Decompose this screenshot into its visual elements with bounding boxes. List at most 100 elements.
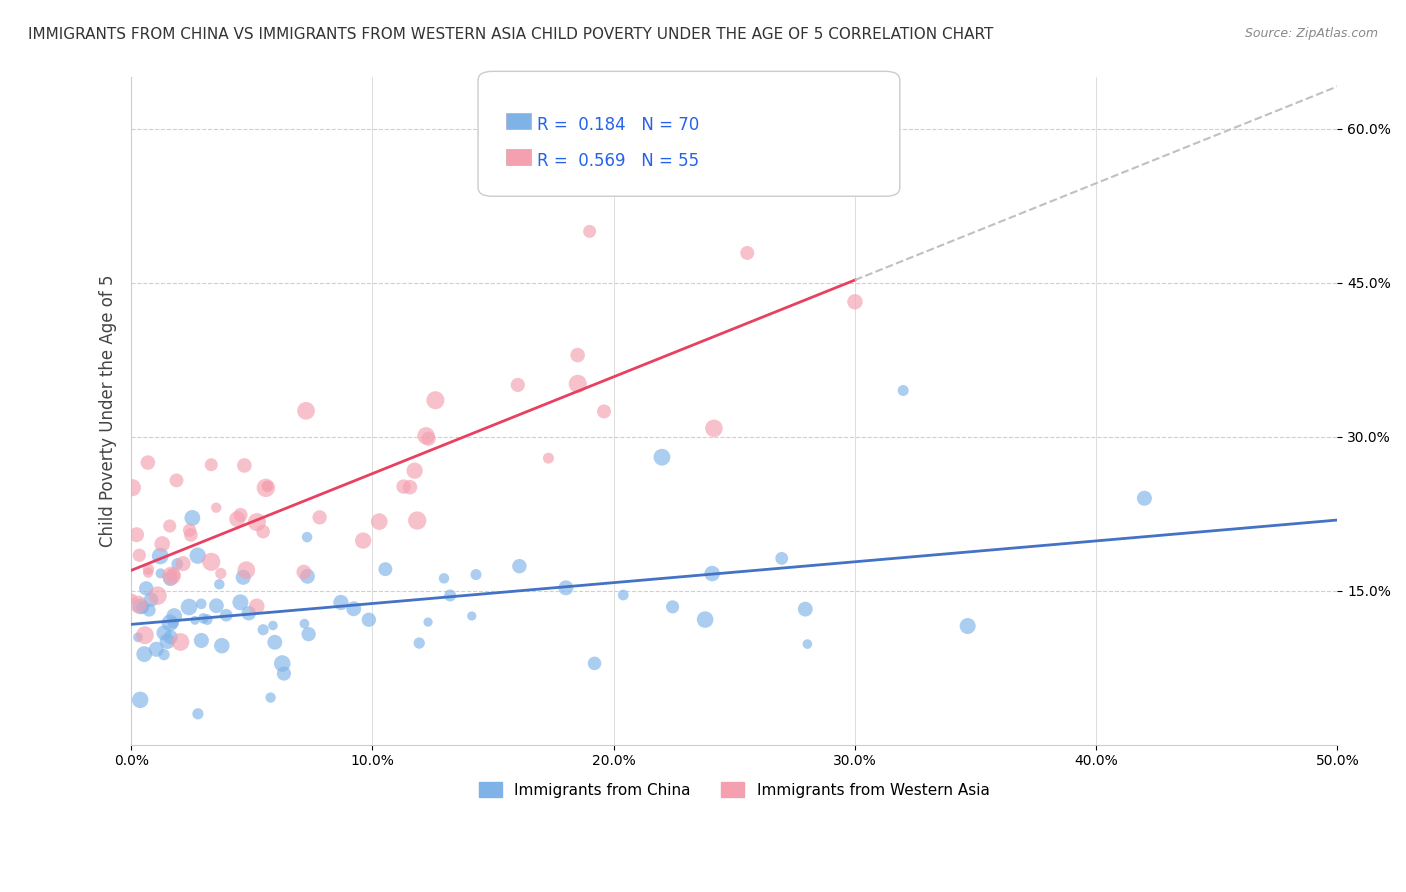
Point [735, 246, 758, 260]
Point [187, 549, 209, 563]
Point [136, 566, 159, 580]
Point [554, 581, 576, 595]
Point [195, 613, 218, 627]
Point [583, 657, 606, 671]
Point [166, 474, 188, 488]
Point [465, 567, 488, 582]
Point [200, 555, 222, 569]
Point [235, 563, 257, 577]
Point [150, 537, 173, 551]
Point [136, 456, 159, 470]
Point [153, 625, 176, 640]
Point [294, 616, 316, 631]
Point [208, 577, 231, 591]
Text: Source: ZipAtlas.com: Source: ZipAtlas.com [1244, 27, 1378, 40]
Point [256, 479, 278, 493]
Point [187, 706, 209, 721]
Point [233, 458, 256, 473]
Point [295, 530, 318, 544]
Point [418, 432, 440, 446]
Point [891, 384, 914, 398]
Point [215, 608, 238, 623]
Point [156, 634, 179, 648]
Point [205, 599, 228, 613]
Point [295, 404, 318, 418]
Point [125, 527, 148, 541]
Point [138, 603, 160, 617]
Point [145, 642, 167, 657]
Text: R =  0.184   N = 70: R = 0.184 N = 70 [537, 116, 699, 134]
Point [262, 618, 284, 632]
Point [415, 429, 437, 443]
Point [209, 566, 232, 581]
Point [651, 450, 673, 465]
Point [169, 635, 191, 649]
Point [578, 224, 600, 238]
Point [134, 628, 156, 642]
Point [229, 595, 252, 609]
Point [121, 591, 143, 606]
Point [163, 609, 186, 624]
Point [343, 601, 366, 615]
Point [433, 571, 456, 585]
Point [352, 533, 374, 548]
Point [612, 588, 634, 602]
Point [770, 551, 793, 566]
Point [205, 500, 228, 515]
Point [159, 615, 181, 630]
Point [256, 479, 278, 493]
Point [229, 508, 252, 522]
Point [408, 636, 430, 650]
Point [271, 657, 294, 671]
Point [153, 648, 176, 662]
Point [121, 481, 143, 495]
Point [357, 613, 380, 627]
Point [404, 464, 426, 478]
Text: IMMIGRANTS FROM CHINA VS IMMIGRANTS FROM WESTERN ASIA CHILD POVERTY UNDER THE AG: IMMIGRANTS FROM CHINA VS IMMIGRANTS FROM… [28, 27, 994, 42]
Point [273, 666, 295, 681]
Point [160, 567, 183, 582]
Point [238, 607, 260, 621]
Point [139, 592, 162, 607]
Point [439, 589, 461, 603]
Point [193, 611, 215, 625]
Point [232, 570, 254, 584]
Point [399, 480, 422, 494]
Point [129, 693, 152, 707]
Point [537, 451, 560, 466]
Point [138, 562, 160, 576]
Point [246, 515, 269, 529]
Point [127, 630, 149, 644]
Point [190, 633, 212, 648]
Point [703, 421, 725, 435]
Point [127, 598, 149, 612]
Point [181, 511, 204, 525]
Point [297, 569, 319, 583]
Point [844, 294, 866, 309]
Point [179, 523, 201, 537]
Point [177, 600, 200, 615]
Point [162, 615, 184, 630]
Point [406, 514, 429, 528]
Point [129, 599, 152, 614]
Point [461, 609, 484, 624]
Point [252, 623, 274, 637]
Point [162, 567, 184, 582]
Point [374, 562, 396, 576]
Point [226, 512, 249, 526]
Point [298, 627, 321, 641]
Point [128, 548, 150, 562]
Point [368, 515, 391, 529]
Point [135, 582, 157, 596]
Y-axis label: Child Poverty Under the Age of 5: Child Poverty Under the Age of 5 [100, 275, 117, 548]
Point [254, 481, 277, 495]
Point [159, 572, 181, 586]
Legend: Immigrants from China, Immigrants from Western Asia: Immigrants from China, Immigrants from W… [472, 775, 995, 804]
Point [593, 404, 616, 418]
Point [184, 613, 207, 627]
Point [134, 647, 156, 661]
Point [180, 528, 202, 542]
Point [160, 569, 183, 583]
Point [263, 635, 285, 649]
Point [292, 565, 315, 579]
